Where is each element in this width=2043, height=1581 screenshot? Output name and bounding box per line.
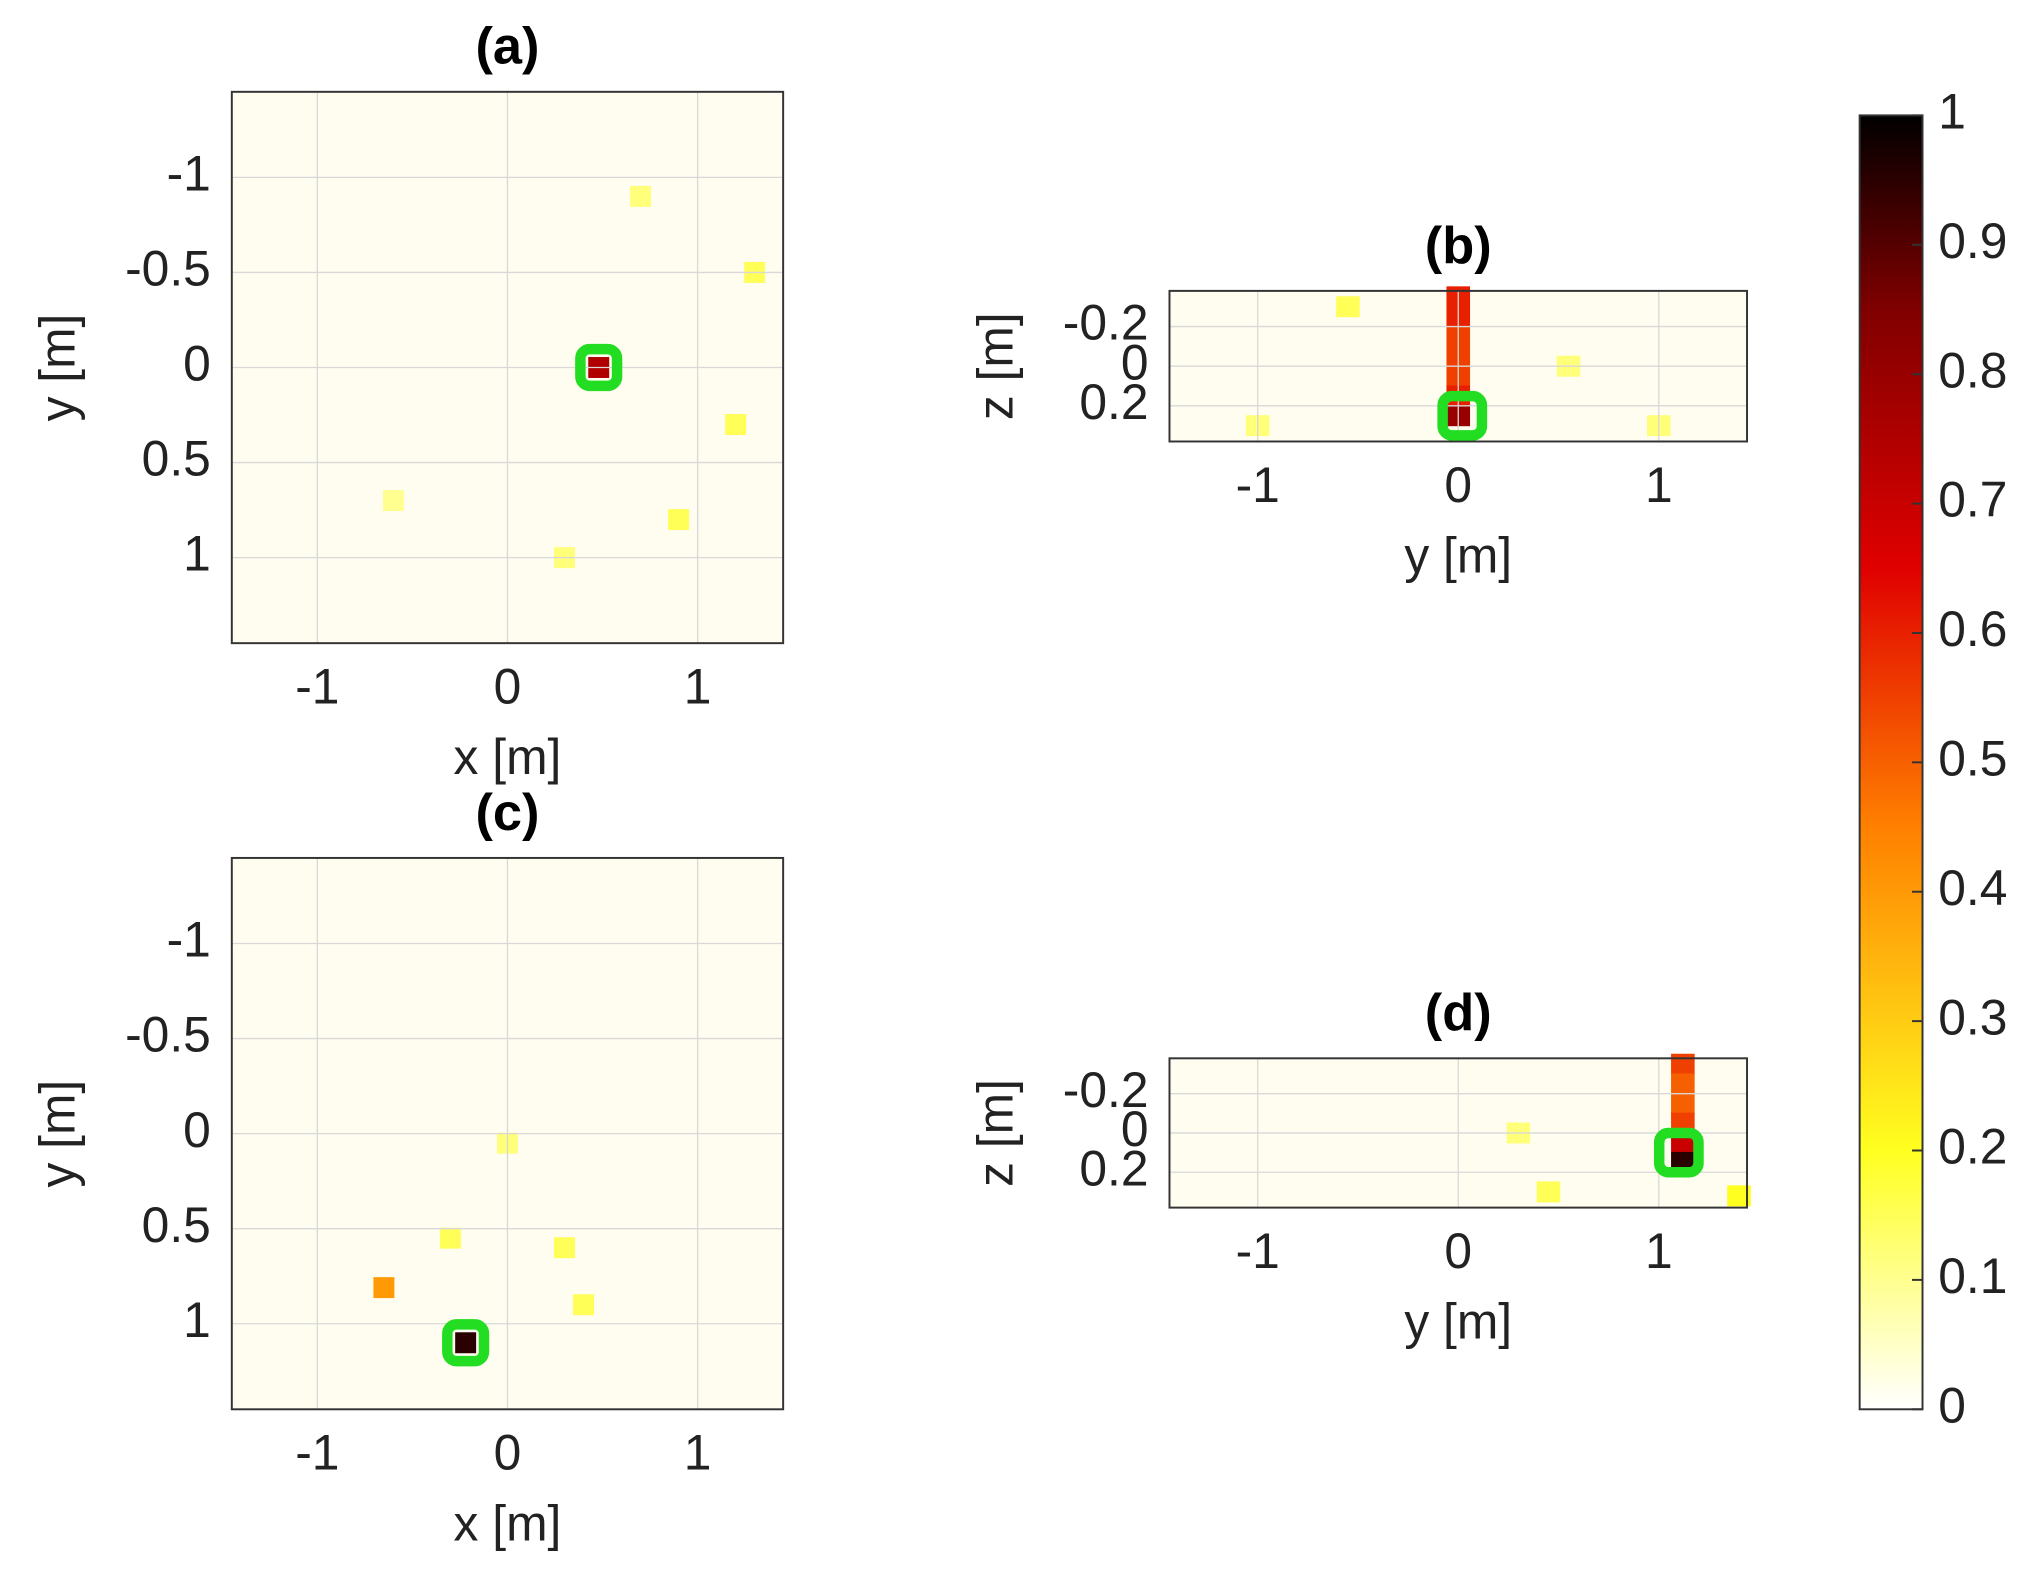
- subplot: -1 0 1-0.200.2(d)y [m]z [m]: [967, 984, 1751, 1350]
- y-tick-label: -1: [167, 146, 211, 202]
- x-tick-label: -1: [295, 1425, 339, 1481]
- y-tick-label: -1: [167, 912, 211, 968]
- heat-cell: [373, 1277, 395, 1299]
- y-tick-label: 0: [1121, 334, 1149, 390]
- y-axis-label: z [m]: [967, 1079, 1023, 1187]
- heat-cell: [1336, 296, 1360, 318]
- subplot-title: (a): [475, 18, 539, 76]
- x-tick-label: 1: [684, 1425, 712, 1481]
- subplot: -1 0 1 -1 -0.5 0 0.5 1 (c) x [m] y [m]: [30, 784, 785, 1551]
- heat-cell: [554, 1237, 575, 1259]
- heat-cell: [630, 185, 652, 207]
- colorbar-tick-label: 0.8: [1938, 342, 2007, 398]
- y-tick-label: 1: [183, 1292, 211, 1348]
- y-tick-label: 0.2: [1079, 1140, 1148, 1196]
- colorbar-tick-label: 0: [1938, 1377, 1966, 1433]
- x-tick-label: 0: [494, 1425, 522, 1481]
- colorbar-tick-label: 1: [1938, 84, 1966, 140]
- target-marker: [575, 343, 623, 392]
- y-tick-label: 0: [183, 1102, 211, 1158]
- target-marker: [1653, 1127, 1704, 1178]
- colorbar-tick-label: 0.4: [1938, 860, 2007, 916]
- colorbar-tick-label: 0.1: [1938, 1248, 2007, 1304]
- x-tick-label: 1: [684, 658, 712, 714]
- y-tick-label: -0.2: [1063, 1062, 1149, 1118]
- x-axis-label: x [m]: [454, 1495, 562, 1551]
- heat-cell: [1727, 1185, 1751, 1207]
- x-tick-label: 0: [1444, 457, 1472, 513]
- axes-frame: [1168, 1057, 1749, 1209]
- heat-cell: [439, 1227, 461, 1249]
- x-axis-label: y [m]: [1404, 1294, 1512, 1350]
- axes-frame: [230, 90, 785, 645]
- heat-cell: [455, 1332, 477, 1354]
- x-tick-label: 1: [1645, 1223, 1673, 1279]
- y-tick-label: 0.5: [142, 1197, 211, 1253]
- y-tick-label: 0: [183, 336, 211, 392]
- heat-cell: [668, 509, 690, 531]
- subplot-title: (d): [1425, 984, 1492, 1042]
- x-tick-label: 0: [1444, 1223, 1472, 1279]
- y-axis-label: z [m]: [967, 312, 1023, 420]
- axes-frame: [1168, 289, 1749, 443]
- x-tick-label: -1: [1236, 1223, 1280, 1279]
- axes-frame: [230, 856, 785, 1411]
- heat-cell: [1536, 1181, 1561, 1203]
- heat-cell: [1671, 1093, 1695, 1114]
- y-tick-label: 0.5: [142, 431, 211, 487]
- target-marker: [442, 1319, 490, 1367]
- colorbar-tick-label: 0.3: [1938, 989, 2007, 1045]
- x-tick-label: 0: [494, 658, 522, 714]
- x-tick-label: -1: [295, 658, 339, 714]
- heat-cell: [1671, 1073, 1695, 1095]
- subplot: -1 0 1 -1 -0.5 0 0.5 1 (a) x [m] y [m]: [30, 18, 785, 785]
- y-tick-label: 0.2: [1079, 374, 1148, 430]
- colorbar-tick-label: 0.5: [1938, 730, 2007, 786]
- x-tick-label: 1: [1645, 457, 1673, 513]
- heat-cell: [573, 1294, 595, 1316]
- subplot-title: (b): [1425, 217, 1492, 275]
- y-tick-label: 1: [183, 526, 211, 582]
- y-tick-label: -0.2: [1063, 295, 1149, 351]
- y-tick-label: 0: [1121, 1101, 1149, 1157]
- colorbar-tick-label: 0.7: [1938, 472, 2007, 528]
- y-axis-label: y [m]: [30, 314, 86, 422]
- heat-cell: [1671, 1053, 1695, 1075]
- heat-cell: [382, 490, 404, 512]
- x-tick-label: -1: [1236, 457, 1280, 513]
- colorbar-tick-label: 0.9: [1938, 213, 2007, 269]
- y-tick-label: -0.5: [125, 241, 211, 297]
- x-axis-label: x [m]: [454, 729, 562, 785]
- colorbar-tick-label: 0.6: [1938, 601, 2007, 657]
- x-axis-label: y [m]: [1404, 527, 1512, 583]
- subplot: -1 0 1-0.200.2(b)y [m]z [m]: [967, 217, 1749, 583]
- target-marker: [1437, 390, 1488, 441]
- y-tick-label: -0.5: [125, 1007, 211, 1063]
- colorbar-tick-label: 0.2: [1938, 1119, 2007, 1175]
- y-axis-label: y [m]: [30, 1080, 86, 1188]
- heat-cell: [725, 414, 747, 436]
- subplot-title: (c): [475, 784, 539, 842]
